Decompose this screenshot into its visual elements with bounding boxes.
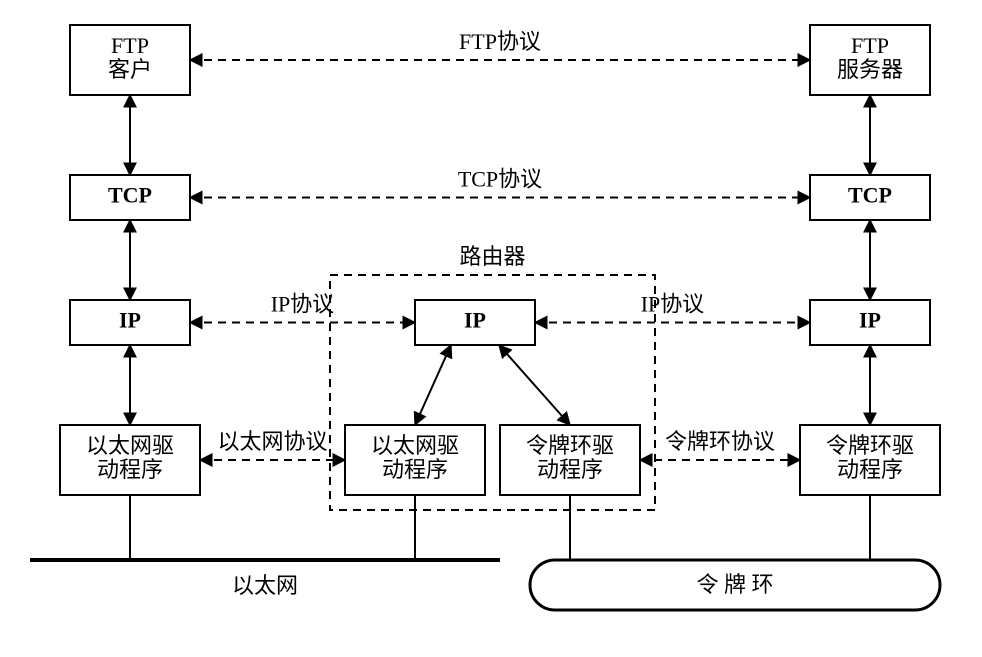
edge-label-ftp_proto: FTP协议 bbox=[459, 29, 541, 54]
edge-label-ring_proto: 令牌环协议 bbox=[665, 429, 775, 454]
network-diagram: 路由器 FTP客户FTP服务器TCPTCPIPIPIP以太网驱动程序以太网驱动程… bbox=[0, 0, 982, 657]
node-ring_right-line1: 动程序 bbox=[837, 457, 903, 482]
node-ip_mid-line0: IP bbox=[464, 308, 486, 333]
node-ip_right: IP bbox=[810, 300, 930, 345]
router-label: 路由器 bbox=[459, 244, 525, 269]
edge-ip_mid-eth_mid bbox=[415, 345, 451, 425]
node-ring_mid-line0: 令牌环驱 bbox=[526, 433, 614, 458]
node-ip_mid: IP bbox=[415, 300, 535, 345]
node-eth_mid: 以太网驱动程序 bbox=[345, 425, 485, 495]
edge-label-eth_proto: 以太网协议 bbox=[217, 429, 327, 454]
node-ring_right-line0: 令牌环驱 bbox=[826, 433, 914, 458]
node-ring_right: 令牌环驱动程序 bbox=[800, 425, 940, 495]
node-ftp_client-line1: 客户 bbox=[108, 57, 152, 82]
node-ftp_server-line1: 服务器 bbox=[837, 57, 903, 82]
edge-label-ip_proto_left: IP协议 bbox=[271, 292, 335, 317]
ethernet-label: 以太网 bbox=[232, 573, 298, 598]
node-ftp_client: FTP客户 bbox=[70, 25, 190, 95]
node-ip_right-line0: IP bbox=[859, 308, 881, 333]
edge-label-ip_proto_right: IP协议 bbox=[641, 292, 705, 317]
edge-labels-layer: FTP协议 TCP协议 IP协议 IP协议以太网协议 令牌环协议 bbox=[217, 29, 775, 454]
node-tcp_right: TCP bbox=[810, 175, 930, 220]
node-eth_left: 以太网驱动程序 bbox=[60, 425, 200, 495]
node-ftp_server-line0: FTP bbox=[851, 33, 889, 58]
networks-layer: 以太网 令 牌 环 bbox=[30, 560, 940, 610]
tokenring-label: 令 牌 环 bbox=[696, 572, 773, 597]
node-tcp_right-line0: TCP bbox=[848, 183, 892, 208]
node-ring_mid: 令牌环驱动程序 bbox=[500, 425, 640, 495]
edge-label-tcp_proto: TCP协议 bbox=[458, 167, 542, 192]
node-tcp_left-line0: TCP bbox=[108, 183, 152, 208]
node-ftp_server: FTP服务器 bbox=[810, 25, 930, 95]
node-ftp_client-line0: FTP bbox=[111, 33, 149, 58]
node-ip_left-line0: IP bbox=[119, 308, 141, 333]
node-eth_left-line0: 以太网驱 bbox=[86, 433, 174, 458]
node-eth_left-line1: 动程序 bbox=[97, 457, 163, 482]
node-ip_left: IP bbox=[70, 300, 190, 345]
node-tcp_left: TCP bbox=[70, 175, 190, 220]
edge-ip_mid-ring_mid bbox=[499, 345, 570, 425]
node-ring_mid-line1: 动程序 bbox=[537, 457, 603, 482]
node-eth_mid-line1: 动程序 bbox=[382, 457, 448, 482]
node-eth_mid-line0: 以太网驱 bbox=[371, 433, 459, 458]
